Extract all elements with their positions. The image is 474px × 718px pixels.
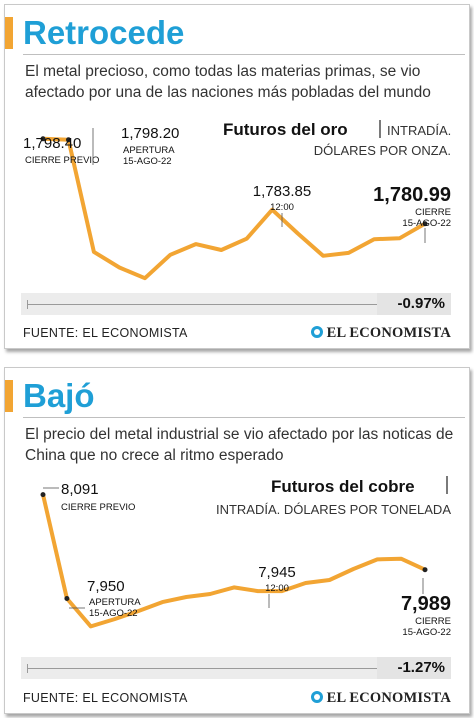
gold-series-line [41,136,427,281]
copper-data-point [64,596,70,601]
gold-title-divider [23,54,465,55]
gold-subtitle: El metal precioso, como todas las materi… [25,63,431,101]
copper-change-track [27,668,381,669]
gold-close-caption-1: CIERRE [415,207,451,218]
gold-chart: Futuros del oro INTRADÍA. DÓLARES POR ON… [23,120,451,281]
gold-source: FUENTE: EL ECONOMISTA [23,326,188,340]
brand-logo-icon [310,326,323,338]
copper-panel: Bajó El precio del metal industrial se v… [4,367,470,714]
gold-brand-text: EL ECONOMISTA [326,325,451,341]
gold-prev-value: 1,798.40 [23,135,81,152]
gold-chart-subtitle-2: DÓLARES POR ONZA. [314,143,451,158]
gold-change-track [27,304,381,305]
gold-close-value: 1,780.99 [373,184,451,206]
copper-data-point [422,567,428,573]
copper-change-tick [27,664,28,673]
gold-open-caption-2: 15-AGO-22 [123,156,172,167]
gold-title: Retrocede [23,14,185,51]
copper-subtitle: El precio del metal industrial se vio af… [25,426,454,464]
gold-change-value: -0.97% [377,293,451,315]
gold-open-caption-1: APERTURA [123,145,175,156]
gold-panel: Retrocede El metal precioso, como todas … [4,4,470,349]
copper-prev-value: 8,091 [61,481,99,498]
copper-chart-title: Futuros del cobre [271,477,415,496]
copper-mid-caption: 12:00 [265,583,289,594]
copper-title-area: Bajó [5,374,469,418]
copper-close-caption-2: 15-AGO-22 [402,627,451,638]
gold-data-point [66,137,71,143]
copper-data-point [40,492,46,498]
gold-mid-caption: 12:00 [270,202,294,213]
copper-open-value: 7,950 [87,578,125,595]
gold-data-point [40,136,46,142]
gold-mid-value: 1,783.85 [253,183,311,200]
copper-title: Bajó [23,377,95,414]
gold-title-area: Retrocede [5,11,469,55]
copper-brand: EL ECONOMISTA [310,690,451,707]
copper-title-divider [23,417,465,418]
gold-prev-caption: CIERRE PREVIO [25,155,99,166]
copper-open-caption-2: 15-AGO-22 [89,608,138,619]
gold-change-tick [27,300,28,309]
copper-brand-text: EL ECONOMISTA [326,690,451,706]
copper-prev-caption: CIERRE PREVIO [61,502,135,513]
gold-chart-title: Futuros del oro [223,120,348,139]
gold-points [40,136,428,227]
copper-chart: Futuros del cobre INTRADÍA. DÓLARES POR … [40,476,451,638]
brand-logo-icon [310,691,323,703]
gold-title-accent [5,17,13,49]
gold-open-value: 1,798.20 [121,125,179,142]
gold-chart-subtitle-1: INTRADÍA. [387,123,451,138]
copper-close-caption-1: CIERRE [415,616,451,627]
gold-brand: EL ECONOMISTA [310,325,451,342]
copper-series-line [41,492,427,629]
copper-close-value: 7,989 [401,593,451,615]
copper-open-caption-1: APERTURA [89,597,141,608]
copper-source: FUENTE: EL ECONOMISTA [23,691,188,705]
copper-mid-value: 7,945 [258,564,296,581]
gold-close-caption-2: 15-AGO-22 [402,218,451,229]
gold-data-point [422,221,428,227]
copper-points [40,492,428,601]
copper-title-accent [5,380,13,412]
copper-chart-subtitle-1: INTRADÍA. DÓLARES POR TONELADA [216,502,451,517]
copper-change-value: -1.27% [377,657,451,679]
